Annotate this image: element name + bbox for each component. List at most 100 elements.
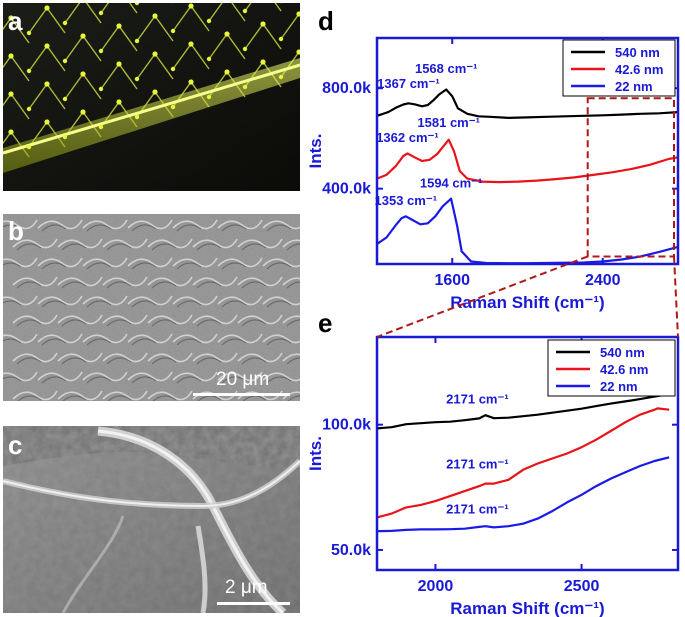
wrinkle-shadow: [221, 300, 247, 308]
wrinkle: [102, 352, 148, 363]
wrinkle: [172, 219, 218, 230]
wrinkle: [147, 352, 193, 363]
wrinkle: [37, 371, 83, 382]
bead: [8, 53, 14, 59]
peak-annotation: 1594 cm⁻¹: [420, 175, 483, 190]
wrinkle: [127, 333, 173, 344]
series-line-0: [376, 393, 670, 430]
wrinkle: [172, 257, 218, 268]
legend-label-0: 540 nm: [615, 45, 660, 60]
wrinkle: [147, 238, 193, 249]
wrinkle: [192, 352, 238, 363]
wrinkle: [172, 295, 218, 306]
bead: [134, 38, 140, 44]
panel-b-image: [3, 214, 300, 401]
wrinkle: [127, 371, 173, 382]
wrinkle-shadow: [196, 243, 222, 251]
bead: [62, 20, 68, 26]
bead: [242, 84, 248, 90]
wrinkle: [147, 276, 193, 287]
scalebar-c-label: 2 μm: [225, 577, 268, 598]
series-line-2: [376, 456, 670, 533]
wrinkle: [12, 276, 58, 287]
wrinkle-shadow: [266, 262, 292, 270]
bead: [116, 23, 122, 29]
zoom-connector-lines: [376, 97, 679, 338]
wrinkle: [82, 371, 128, 382]
bead: [62, 134, 68, 140]
panel-a-image: [3, 3, 300, 191]
bead: [98, 124, 104, 130]
wrinkle-shadow: [106, 243, 132, 251]
bead: [98, 10, 104, 16]
bead: [278, 74, 284, 80]
wrinkle-shadow: [176, 338, 202, 346]
wrinkle: [172, 371, 218, 382]
wrinkle: [282, 239, 300, 248]
wrinkle: [237, 238, 283, 249]
wrinkle: [127, 219, 173, 230]
bead: [134, 3, 140, 6]
wrinkle: [3, 257, 38, 268]
y-tick-label: 50.0k: [331, 542, 371, 559]
bead: [260, 21, 266, 27]
wrinkle: [57, 314, 103, 325]
wrinkle-shadow: [196, 319, 222, 327]
wrinkle-shadow: [16, 357, 42, 365]
bead: [98, 48, 104, 54]
wrinkle-shadow: [106, 281, 132, 289]
wrinkle-shadow: [131, 224, 157, 232]
zoom-connector-left: [376, 255, 589, 338]
peak-annotation: 2171 cm⁻¹: [446, 502, 509, 517]
bead: [44, 81, 50, 87]
peak-annotation: 2171 cm⁻¹: [446, 457, 509, 472]
bead: [80, 71, 86, 77]
wrinkle-shadow: [196, 281, 222, 289]
wrinkle: [37, 295, 83, 306]
series-line-1: [376, 407, 670, 519]
wrinkle-shadow: [151, 357, 177, 365]
wrinkle: [127, 257, 173, 268]
legend-label-1: 42.6 nm: [615, 62, 663, 77]
bead: [44, 43, 50, 49]
wrinkle: [217, 333, 263, 344]
bead: [26, 68, 32, 74]
wrinkle: [192, 276, 238, 287]
wrinkle-shadow: [16, 319, 42, 327]
wrinkle: [282, 353, 300, 362]
wrinkle: [192, 314, 238, 325]
legend-label-2: 22 nm: [600, 379, 638, 394]
wrinkle-shadow: [131, 376, 157, 384]
wrinkle: [102, 238, 148, 249]
peak-annotation: 1568 cm⁻¹: [415, 61, 478, 76]
x-tick-label: 2000: [418, 578, 454, 595]
bead: [188, 79, 194, 85]
wrinkle-shadow: [3, 376, 22, 382]
lattice-segment: [100, 3, 138, 14]
peak-annotation: 2171 cm⁻¹: [446, 391, 509, 406]
wrinkle: [37, 333, 83, 344]
wrinkle-shadow: [266, 338, 292, 346]
bead: [206, 94, 212, 100]
x-tick-label: 2500: [564, 578, 600, 595]
x-tick-label: 2400: [585, 272, 621, 289]
wrinkle-shadow: [62, 395, 87, 401]
wrinkle: [3, 333, 38, 344]
wrinkle-shadow: [266, 376, 292, 384]
bead: [62, 96, 68, 102]
panel-letter-e: e: [318, 308, 333, 338]
wrinkle: [262, 220, 300, 230]
wrinkle: [217, 219, 263, 230]
wrinkle-shadow: [86, 376, 112, 384]
zoom-box: [586, 97, 676, 258]
bead: [170, 66, 176, 72]
legend-label-2: 22 nm: [615, 79, 653, 94]
wrinkle-shadow: [151, 319, 177, 327]
wrinkle-shadow: [221, 224, 247, 232]
wrinkle-shadow: [3, 262, 22, 268]
wrinkle-shadow: [221, 376, 247, 384]
wrinkle: [217, 295, 263, 306]
bead: [134, 76, 140, 82]
x-tick-label: 1600: [434, 272, 470, 289]
wrinkle: [82, 219, 128, 230]
